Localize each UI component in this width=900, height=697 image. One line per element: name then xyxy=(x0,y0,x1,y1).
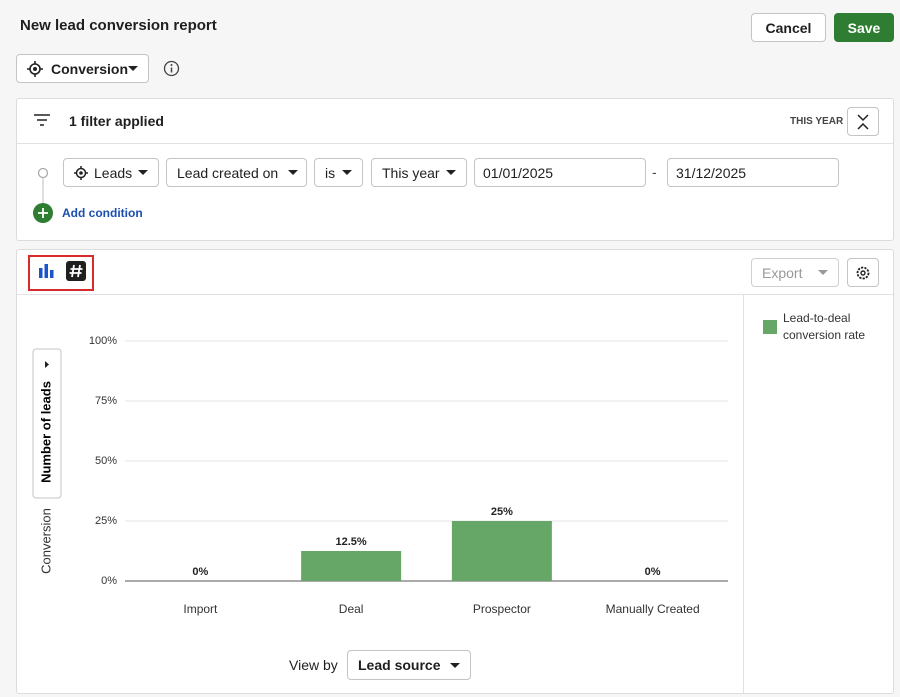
report-title: New lead conversion report xyxy=(20,17,217,34)
bar-chart-toggle[interactable] xyxy=(37,262,55,280)
x-tick-label: Manually Created xyxy=(606,602,700,616)
y-tick-label: 25% xyxy=(95,515,117,527)
date-separator: - xyxy=(652,164,657,180)
view-by-value: Lead source xyxy=(358,657,441,673)
view-by-dropdown[interactable]: Lead source xyxy=(347,650,471,680)
target-icon xyxy=(27,60,43,77)
caret xyxy=(446,170,456,175)
data-label: 0% xyxy=(192,566,208,578)
divider xyxy=(17,294,893,295)
caret xyxy=(450,662,460,668)
end-date-input[interactable]: 31/12/2025 xyxy=(667,158,839,187)
legend-label: Lead-to-deal conversion rate xyxy=(783,311,866,342)
x-tick-label: Import xyxy=(183,602,218,616)
view-by-label: View by xyxy=(289,657,338,673)
divider xyxy=(743,295,744,693)
operator-label: is xyxy=(325,164,336,181)
highlight-box xyxy=(28,255,94,291)
export-label: Export xyxy=(762,264,803,281)
data-label: 12.5% xyxy=(336,536,367,548)
data-label: 25% xyxy=(491,506,513,518)
export-button[interactable]: Export xyxy=(751,258,839,287)
cancel-button[interactable]: Cancel xyxy=(751,13,826,42)
entity-label: Leads xyxy=(94,164,133,181)
metric-toggle-label: Number of leads xyxy=(38,381,53,483)
legend-swatch xyxy=(763,320,777,334)
collapse-icon xyxy=(857,113,869,130)
target-icon xyxy=(74,165,88,180)
caret xyxy=(138,170,148,175)
save-button[interactable]: Save xyxy=(834,13,894,42)
y-tick-label: 75% xyxy=(95,395,117,407)
start-date-input[interactable]: 01/01/2025 xyxy=(474,158,646,187)
caret xyxy=(342,170,352,175)
y-tick-label: 0% xyxy=(101,575,117,587)
bar xyxy=(301,551,402,581)
add-condition-link[interactable]: Add condition xyxy=(62,206,143,220)
y-tick-label: 100% xyxy=(89,335,117,347)
collapse-button[interactable] xyxy=(847,107,879,136)
caret xyxy=(288,170,299,175)
report-type-label: Conversion xyxy=(50,60,128,77)
y-axis-label: Conversion xyxy=(38,508,53,574)
filter-summary: 1 filter applied xyxy=(69,113,164,129)
caret xyxy=(45,361,49,368)
range-label: This year xyxy=(382,164,440,181)
condition-connector xyxy=(37,167,49,205)
report-type-dropdown[interactable]: Conversion xyxy=(16,54,149,83)
y-tick-label: 50% xyxy=(95,455,117,467)
x-tick-label: Prospector xyxy=(473,602,531,616)
data-label: 0% xyxy=(645,566,661,578)
caret xyxy=(128,66,138,71)
gear-icon xyxy=(856,266,870,279)
info-icon[interactable] xyxy=(163,60,180,77)
filter-icon xyxy=(34,114,50,126)
number-toggle[interactable] xyxy=(66,261,86,281)
metric-toggle-button[interactable] xyxy=(32,348,62,499)
field-dropdown[interactable]: Lead created on xyxy=(166,158,307,187)
settings-button[interactable] xyxy=(847,258,879,287)
bar xyxy=(451,521,552,581)
entity-dropdown[interactable]: Leads xyxy=(63,158,159,187)
field-label: Lead created on xyxy=(177,164,279,181)
x-tick-label: Deal xyxy=(339,602,364,616)
divider xyxy=(17,143,893,144)
filter-period: THIS YEAR xyxy=(790,116,844,127)
add-condition-icon[interactable] xyxy=(33,203,53,223)
chart-panel xyxy=(16,249,894,694)
operator-dropdown[interactable]: is xyxy=(314,158,363,187)
range-dropdown[interactable]: This year xyxy=(371,158,467,187)
caret xyxy=(818,270,828,275)
